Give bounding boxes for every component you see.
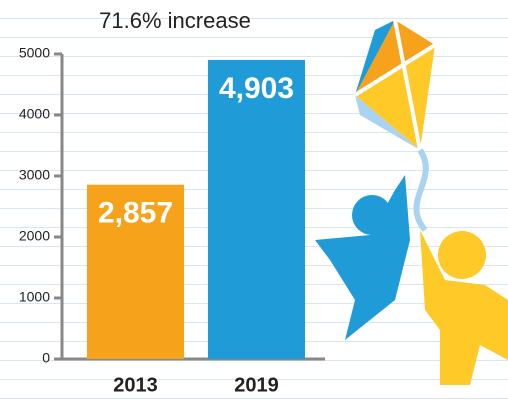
y-tick-label: 5000 (19, 45, 50, 61)
y-tick-label: 3000 (19, 167, 50, 183)
decoration (315, 20, 508, 385)
child-head (438, 231, 486, 279)
y-tick-label: 0 (42, 350, 50, 366)
y-tick-label: 2000 (19, 228, 50, 244)
y-tick-label: 1000 (19, 289, 50, 305)
chart-title: 71.6% increase (99, 8, 251, 33)
x-tick-label: 2019 (234, 374, 279, 396)
y-tick-label: 4000 (19, 106, 50, 122)
value-label: 4,903 (219, 72, 294, 105)
page: 71.6% increase 0 1000 2000 3000 4000 5000 2,85… (0, 0, 508, 402)
chart: 71.6% increase 0 1000 2000 3000 4000 5000 2,85… (0, 0, 508, 402)
x-tick-label: 2013 (113, 374, 158, 396)
kite-string (416, 150, 425, 230)
value-label: 2,857 (98, 197, 173, 230)
